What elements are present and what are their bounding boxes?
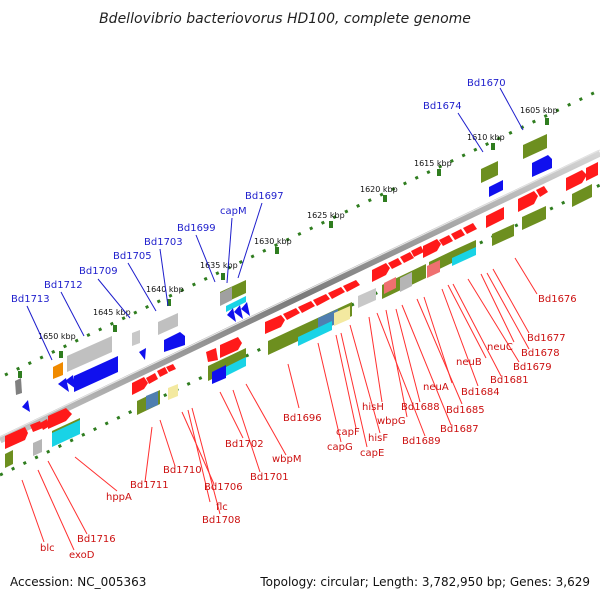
gene-label[interactable]: Bd1703 xyxy=(144,237,183,248)
forward-strand-features xyxy=(5,162,598,468)
gene-label[interactable]: hisH xyxy=(362,402,384,413)
gene-label[interactable]: neuB xyxy=(456,357,482,368)
top-gene-labels: Bd1670 Bd1674 Bd1697 capM Bd1699 Bd1703 … xyxy=(11,78,506,305)
gene-label[interactable]: capE xyxy=(360,448,384,459)
gene-label[interactable]: Bd1708 xyxy=(202,515,241,526)
gene-label[interactable]: capG xyxy=(327,442,353,453)
bottom-gene-labels: Bd1676 Bd1677 neuC Bd1678 Bd1679 neuB Bd… xyxy=(40,294,577,561)
scale-labels: 1605 kbp 1610 kbp 1615 kbp 1620 kbp 1625… xyxy=(38,106,558,341)
reverse-strand-features xyxy=(15,134,552,412)
backbone-highlight xyxy=(0,149,600,438)
gene-label[interactable]: exoD xyxy=(69,550,95,561)
scale-label: 1610 kbp xyxy=(467,133,505,142)
gene-label[interactable]: Bd1677 xyxy=(527,333,566,344)
scale-label: 1625 kbp xyxy=(307,211,345,220)
scale-label: 1640 kbp xyxy=(146,285,184,294)
genome-backbone xyxy=(0,149,600,444)
bottom-leader-lines xyxy=(21,257,538,551)
gene-label[interactable]: Bd1685 xyxy=(446,405,485,416)
scale-label: 1620 kbp xyxy=(360,185,398,194)
gene-label[interactable]: Bd1684 xyxy=(461,387,500,398)
gene-label[interactable]: Bd1711 xyxy=(130,480,169,491)
gene-label[interactable]: Bd1716 xyxy=(77,534,116,545)
gene-label[interactable]: Bd1713 xyxy=(11,294,50,305)
scale-label: 1630 kbp xyxy=(254,237,292,246)
gene-label[interactable]: Bd1702 xyxy=(225,439,264,450)
gene-label[interactable]: wbpM xyxy=(272,454,302,465)
gene-label[interactable]: Bd1696 xyxy=(283,413,322,424)
gene-label[interactable]: Bd1676 xyxy=(538,294,577,305)
scale-label: 1605 kbp xyxy=(520,106,558,115)
gene-label[interactable]: blc xyxy=(40,543,55,554)
gene-label[interactable]: Bd1678 xyxy=(521,348,560,359)
gene-label[interactable]: Bd1670 xyxy=(467,78,506,89)
gene-label[interactable]: hisF xyxy=(368,433,388,444)
gene-label[interactable]: Bd1709 xyxy=(79,266,118,277)
top-leader-lines xyxy=(26,87,524,361)
gene-label[interactable]: capM xyxy=(220,206,247,217)
gene-label[interactable]: flc xyxy=(216,502,228,513)
gene-label[interactable]: Bd1674 xyxy=(423,101,462,112)
gene-label[interactable]: Bd1701 xyxy=(250,472,289,483)
gene-label[interactable]: Bd1687 xyxy=(440,424,479,435)
gene-label[interactable]: capF xyxy=(336,427,360,438)
scale-label: 1645 kbp xyxy=(93,308,131,317)
gene-label[interactable]: hppA xyxy=(106,492,132,503)
scale-label: 1635 kbp xyxy=(200,261,238,270)
gene-label[interactable]: wbpG xyxy=(377,416,406,427)
gene-label[interactable]: neuC xyxy=(487,342,513,353)
gene-label[interactable]: neuA xyxy=(423,382,449,393)
gene-label[interactable]: Bd1706 xyxy=(204,482,243,493)
gene-label[interactable]: Bd1679 xyxy=(513,362,552,373)
gene-label[interactable]: Bd1681 xyxy=(490,375,529,386)
topology-summary: Topology: circular; Length: 3,782,950 bp… xyxy=(259,575,590,589)
gene-label[interactable]: Bd1697 xyxy=(245,191,284,202)
gene-label[interactable]: Bd1705 xyxy=(113,251,152,262)
scale-label: 1615 kbp xyxy=(414,159,452,168)
gene-label[interactable]: Bd1699 xyxy=(177,223,216,234)
accession-text: Accession: NC_005363 xyxy=(10,575,146,589)
scale-label: 1650 kbp xyxy=(38,332,76,341)
gene-label[interactable]: Bd1712 xyxy=(44,280,83,291)
map-title: Bdellovibrio bacteriovorus HD100, comple… xyxy=(99,11,471,27)
gene-label[interactable]: Bd1689 xyxy=(402,436,441,447)
gene-label[interactable]: Bd1710 xyxy=(163,465,202,476)
gene-label[interactable]: Bd1688 xyxy=(401,402,440,413)
scale-ticks xyxy=(18,118,549,378)
